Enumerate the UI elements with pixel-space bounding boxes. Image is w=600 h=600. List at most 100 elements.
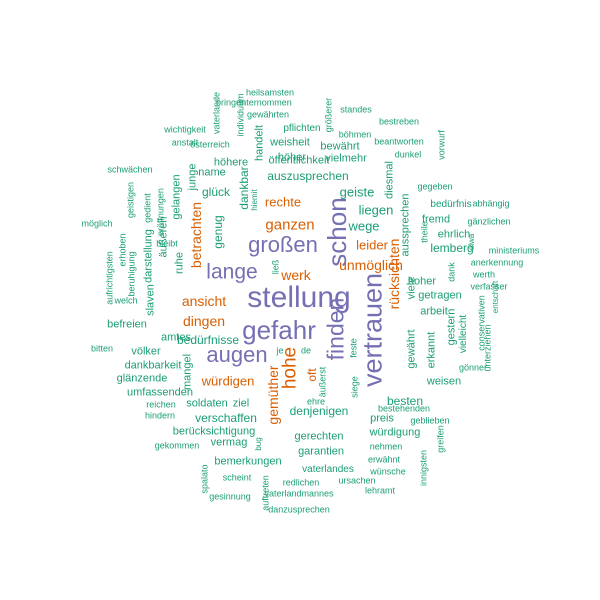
word: leider [356,237,388,253]
word: gerechten [294,430,344,443]
word: vermag [210,436,248,449]
word: oft [305,368,319,382]
word: bewährt [320,140,360,153]
word: befreien [107,318,147,331]
word: welch [114,295,138,306]
word: handelt [253,124,266,162]
word: pflichten [283,123,321,134]
word: anerkennung [470,257,524,268]
word: höher [277,151,307,164]
word: denjenigen [289,404,349,418]
word: ganzen [265,216,315,234]
word: böhmen [338,129,372,140]
word: preis [370,412,394,425]
word: elwa [467,233,476,251]
word: auszusprechen [267,169,349,183]
word: siege [349,376,360,398]
word: entschaft [491,280,500,314]
word: umfassenden [126,386,194,399]
word: gefahr [242,315,316,345]
word: vertrauen [357,272,388,388]
word: betrachten [188,201,204,269]
word: schwächen [107,164,153,175]
word: je [276,345,284,356]
word: redlichen [282,477,320,488]
word: soldaten [186,397,228,410]
word: hindern [144,410,176,421]
word: auftreten [260,475,271,511]
word: geistigen [125,181,136,219]
word: vaterlandes [302,464,354,475]
word: ministeriums [488,245,540,256]
word: fremd [421,213,451,226]
word: augen [206,342,268,367]
word: gestern [445,308,458,346]
word: liegen [358,202,394,218]
word: bemerkungen [214,455,282,468]
word: glänzende [116,372,168,385]
word: werth [472,269,496,280]
word: dank [446,262,457,282]
word: slaven [144,284,157,316]
word: greifen [435,425,446,453]
word: danzusprechen [268,504,330,515]
word: de [300,345,312,356]
word: öffentlichkeit [268,154,330,167]
word: gemüther [265,365,281,425]
word: würdigung [369,426,421,439]
word: bestreben [378,116,420,127]
word: bringen [215,97,247,108]
word: dingen [182,313,226,329]
word: wünsche [370,466,406,477]
word: conservativen [476,295,487,351]
word: vorwurf [436,130,447,160]
word: unmöglich [339,257,403,273]
word: junge [186,163,199,191]
word: reichen [146,399,176,410]
word: hoher [407,275,437,288]
word: glück [201,185,231,199]
word: gekommen [154,440,200,451]
word: erwähnt [367,454,401,465]
word: dankbarkeit [124,359,182,372]
word: möglich [81,218,113,229]
word: ehrlich [437,228,471,241]
word: gegeben [417,181,453,192]
word: theile [419,221,430,243]
word: name [198,166,226,179]
word: lehramt [364,485,396,496]
word: geiste [339,184,375,200]
word: unternommen [236,97,292,108]
word: aufrichtigsten [104,251,115,305]
word: eröffnungen [155,188,166,236]
word: lemberg [430,241,474,255]
word: scheint [222,472,252,483]
word: ehre [306,396,326,407]
word: berücksichtigung [172,425,256,438]
word: gewährt [405,329,418,369]
word: beantworten [374,136,424,147]
word: stellung [247,281,351,314]
word: bedürfnisse [176,333,240,347]
word: gelangen [170,174,183,220]
word: größerer [323,97,334,133]
word: werk [281,267,311,283]
word: garantien [298,445,344,458]
word: weisen [426,375,462,388]
word: völker [131,345,161,358]
word: erhoben [117,233,128,267]
word: innigsten [418,449,429,487]
word: verfasser [470,281,508,292]
word: gedient [142,193,153,223]
word: getragen [418,289,462,302]
word: ließ [270,259,281,275]
word: ursachen [338,475,376,486]
word: österreich [190,139,230,150]
word: aussprechen [399,193,412,257]
word: vielleicht [458,314,469,354]
word: höhere [213,156,249,169]
word: rechte [264,194,302,210]
word: bleibt [156,238,178,249]
word: wege [348,218,380,234]
word: feste [348,338,359,358]
